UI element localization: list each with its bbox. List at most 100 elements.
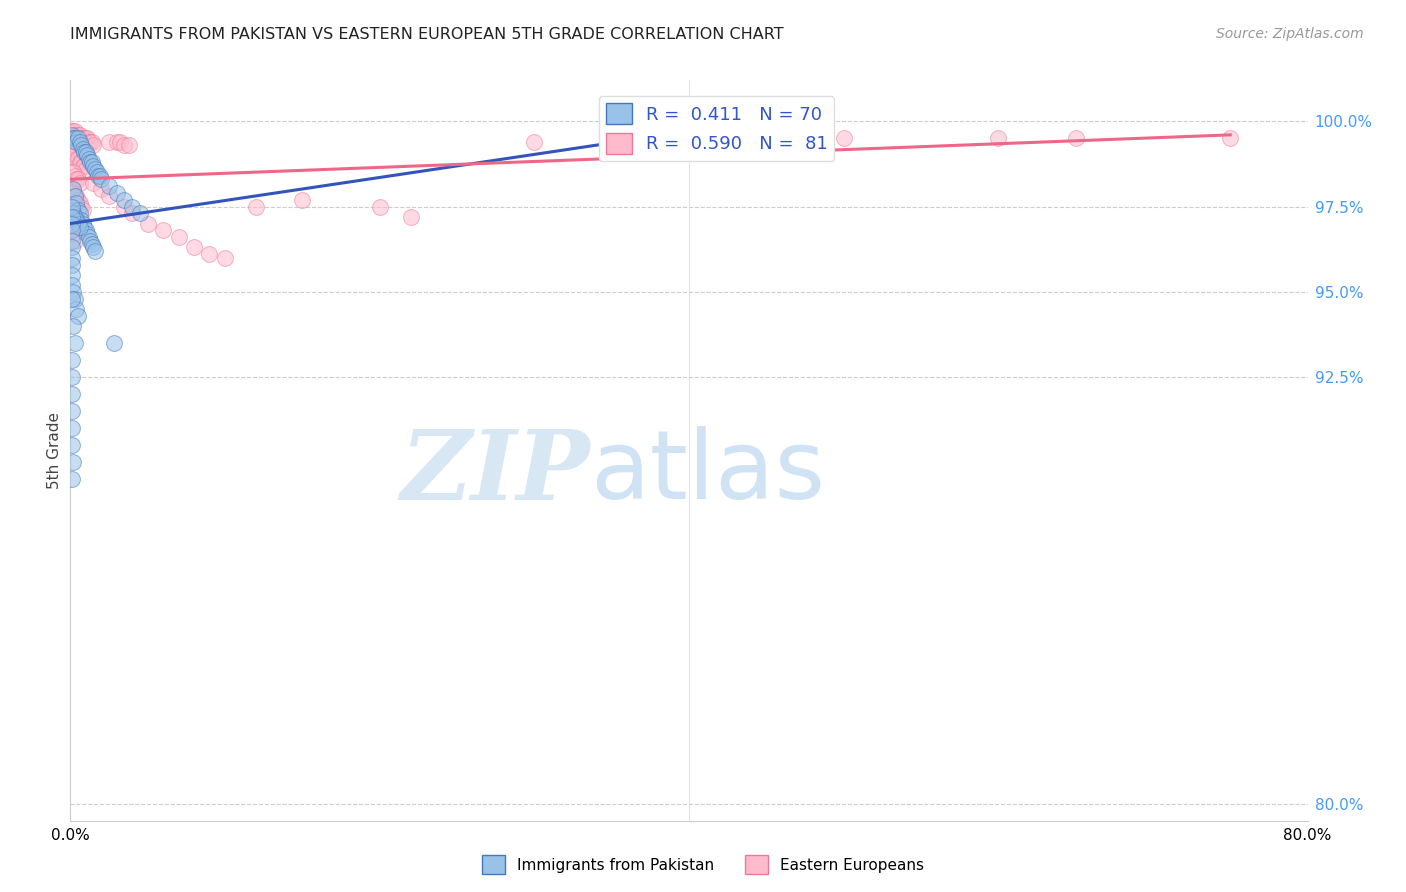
- Point: [80, 135, 103, 149]
- Point: [129, 206, 152, 220]
- Point: [62, 206, 84, 220]
- Point: [87, 169, 110, 183]
- Point: [121, 200, 143, 214]
- Point: [60, 268, 83, 282]
- Point: [60, 210, 83, 224]
- Point: [152, 223, 174, 237]
- Point: [183, 240, 205, 254]
- Point: [60, 353, 83, 368]
- Point: [82, 176, 105, 190]
- Point: [245, 200, 267, 214]
- Point: [105, 186, 128, 200]
- Point: [75, 145, 97, 159]
- Point: [77, 135, 100, 149]
- Point: [60, 292, 83, 306]
- Y-axis label: 5th Grade: 5th Grade: [46, 412, 62, 489]
- Legend: R =  0.411   N = 70, R =  0.590   N =  81: R = 0.411 N = 70, R = 0.590 N = 81: [599, 96, 834, 161]
- Point: [84, 244, 107, 258]
- Point: [69, 219, 91, 234]
- Point: [60, 404, 83, 418]
- Point: [80, 155, 103, 169]
- Point: [86, 165, 108, 179]
- Point: [67, 131, 90, 145]
- Point: [69, 196, 91, 211]
- Point: [198, 247, 221, 261]
- Point: [69, 206, 91, 220]
- Point: [98, 189, 121, 203]
- Point: [60, 277, 83, 292]
- Point: [121, 206, 143, 220]
- Point: [69, 128, 91, 142]
- Point: [62, 227, 84, 241]
- Point: [60, 240, 83, 254]
- Point: [987, 131, 1010, 145]
- Point: [60, 421, 83, 435]
- Point: [63, 124, 86, 138]
- Point: [75, 131, 97, 145]
- Point: [67, 172, 90, 186]
- Point: [60, 200, 83, 214]
- Point: [60, 206, 83, 220]
- Point: [63, 189, 86, 203]
- Point: [67, 128, 90, 142]
- Point: [79, 135, 101, 149]
- Point: [72, 202, 94, 217]
- Point: [98, 179, 121, 194]
- Point: [832, 131, 855, 145]
- Point: [114, 138, 136, 153]
- Point: [67, 193, 90, 207]
- Point: [69, 155, 91, 169]
- Point: [82, 159, 105, 173]
- Point: [60, 217, 83, 231]
- Point: [63, 234, 86, 248]
- Point: [63, 292, 86, 306]
- Point: [1219, 131, 1241, 145]
- Point: [63, 169, 86, 183]
- Text: Source: ZipAtlas.com: Source: ZipAtlas.com: [1216, 27, 1364, 41]
- Point: [76, 227, 98, 241]
- Point: [63, 213, 86, 227]
- Point: [60, 251, 83, 265]
- Point: [79, 155, 101, 169]
- Point: [523, 135, 546, 149]
- Point: [98, 135, 121, 149]
- Point: [60, 370, 83, 384]
- Point: [90, 182, 112, 196]
- Point: [136, 217, 159, 231]
- Point: [75, 161, 97, 176]
- Point: [62, 131, 84, 145]
- Point: [62, 145, 84, 159]
- Legend: Immigrants from Pakistan, Eastern Europeans: Immigrants from Pakistan, Eastern Europe…: [475, 849, 931, 880]
- Point: [60, 124, 83, 138]
- Point: [70, 131, 93, 145]
- Point: [1064, 131, 1087, 145]
- Point: [62, 124, 84, 138]
- Point: [63, 336, 86, 351]
- Point: [368, 200, 391, 214]
- Point: [80, 237, 103, 252]
- Point: [62, 186, 84, 200]
- Point: [60, 223, 83, 237]
- Point: [60, 234, 83, 248]
- Point: [77, 152, 100, 166]
- Point: [118, 138, 141, 153]
- Point: [76, 131, 98, 145]
- Point: [63, 189, 86, 203]
- Point: [75, 223, 97, 237]
- Point: [67, 152, 90, 166]
- Text: ZIP: ZIP: [401, 425, 591, 520]
- Point: [73, 131, 96, 145]
- Point: [65, 152, 87, 166]
- Point: [90, 172, 112, 186]
- Point: [72, 217, 94, 231]
- Point: [70, 213, 93, 227]
- Point: [214, 251, 236, 265]
- Point: [399, 210, 422, 224]
- Point: [60, 182, 83, 196]
- Point: [600, 131, 623, 145]
- Point: [72, 159, 94, 173]
- Point: [63, 148, 86, 162]
- Point: [60, 473, 83, 487]
- Point: [82, 240, 105, 254]
- Point: [60, 438, 83, 452]
